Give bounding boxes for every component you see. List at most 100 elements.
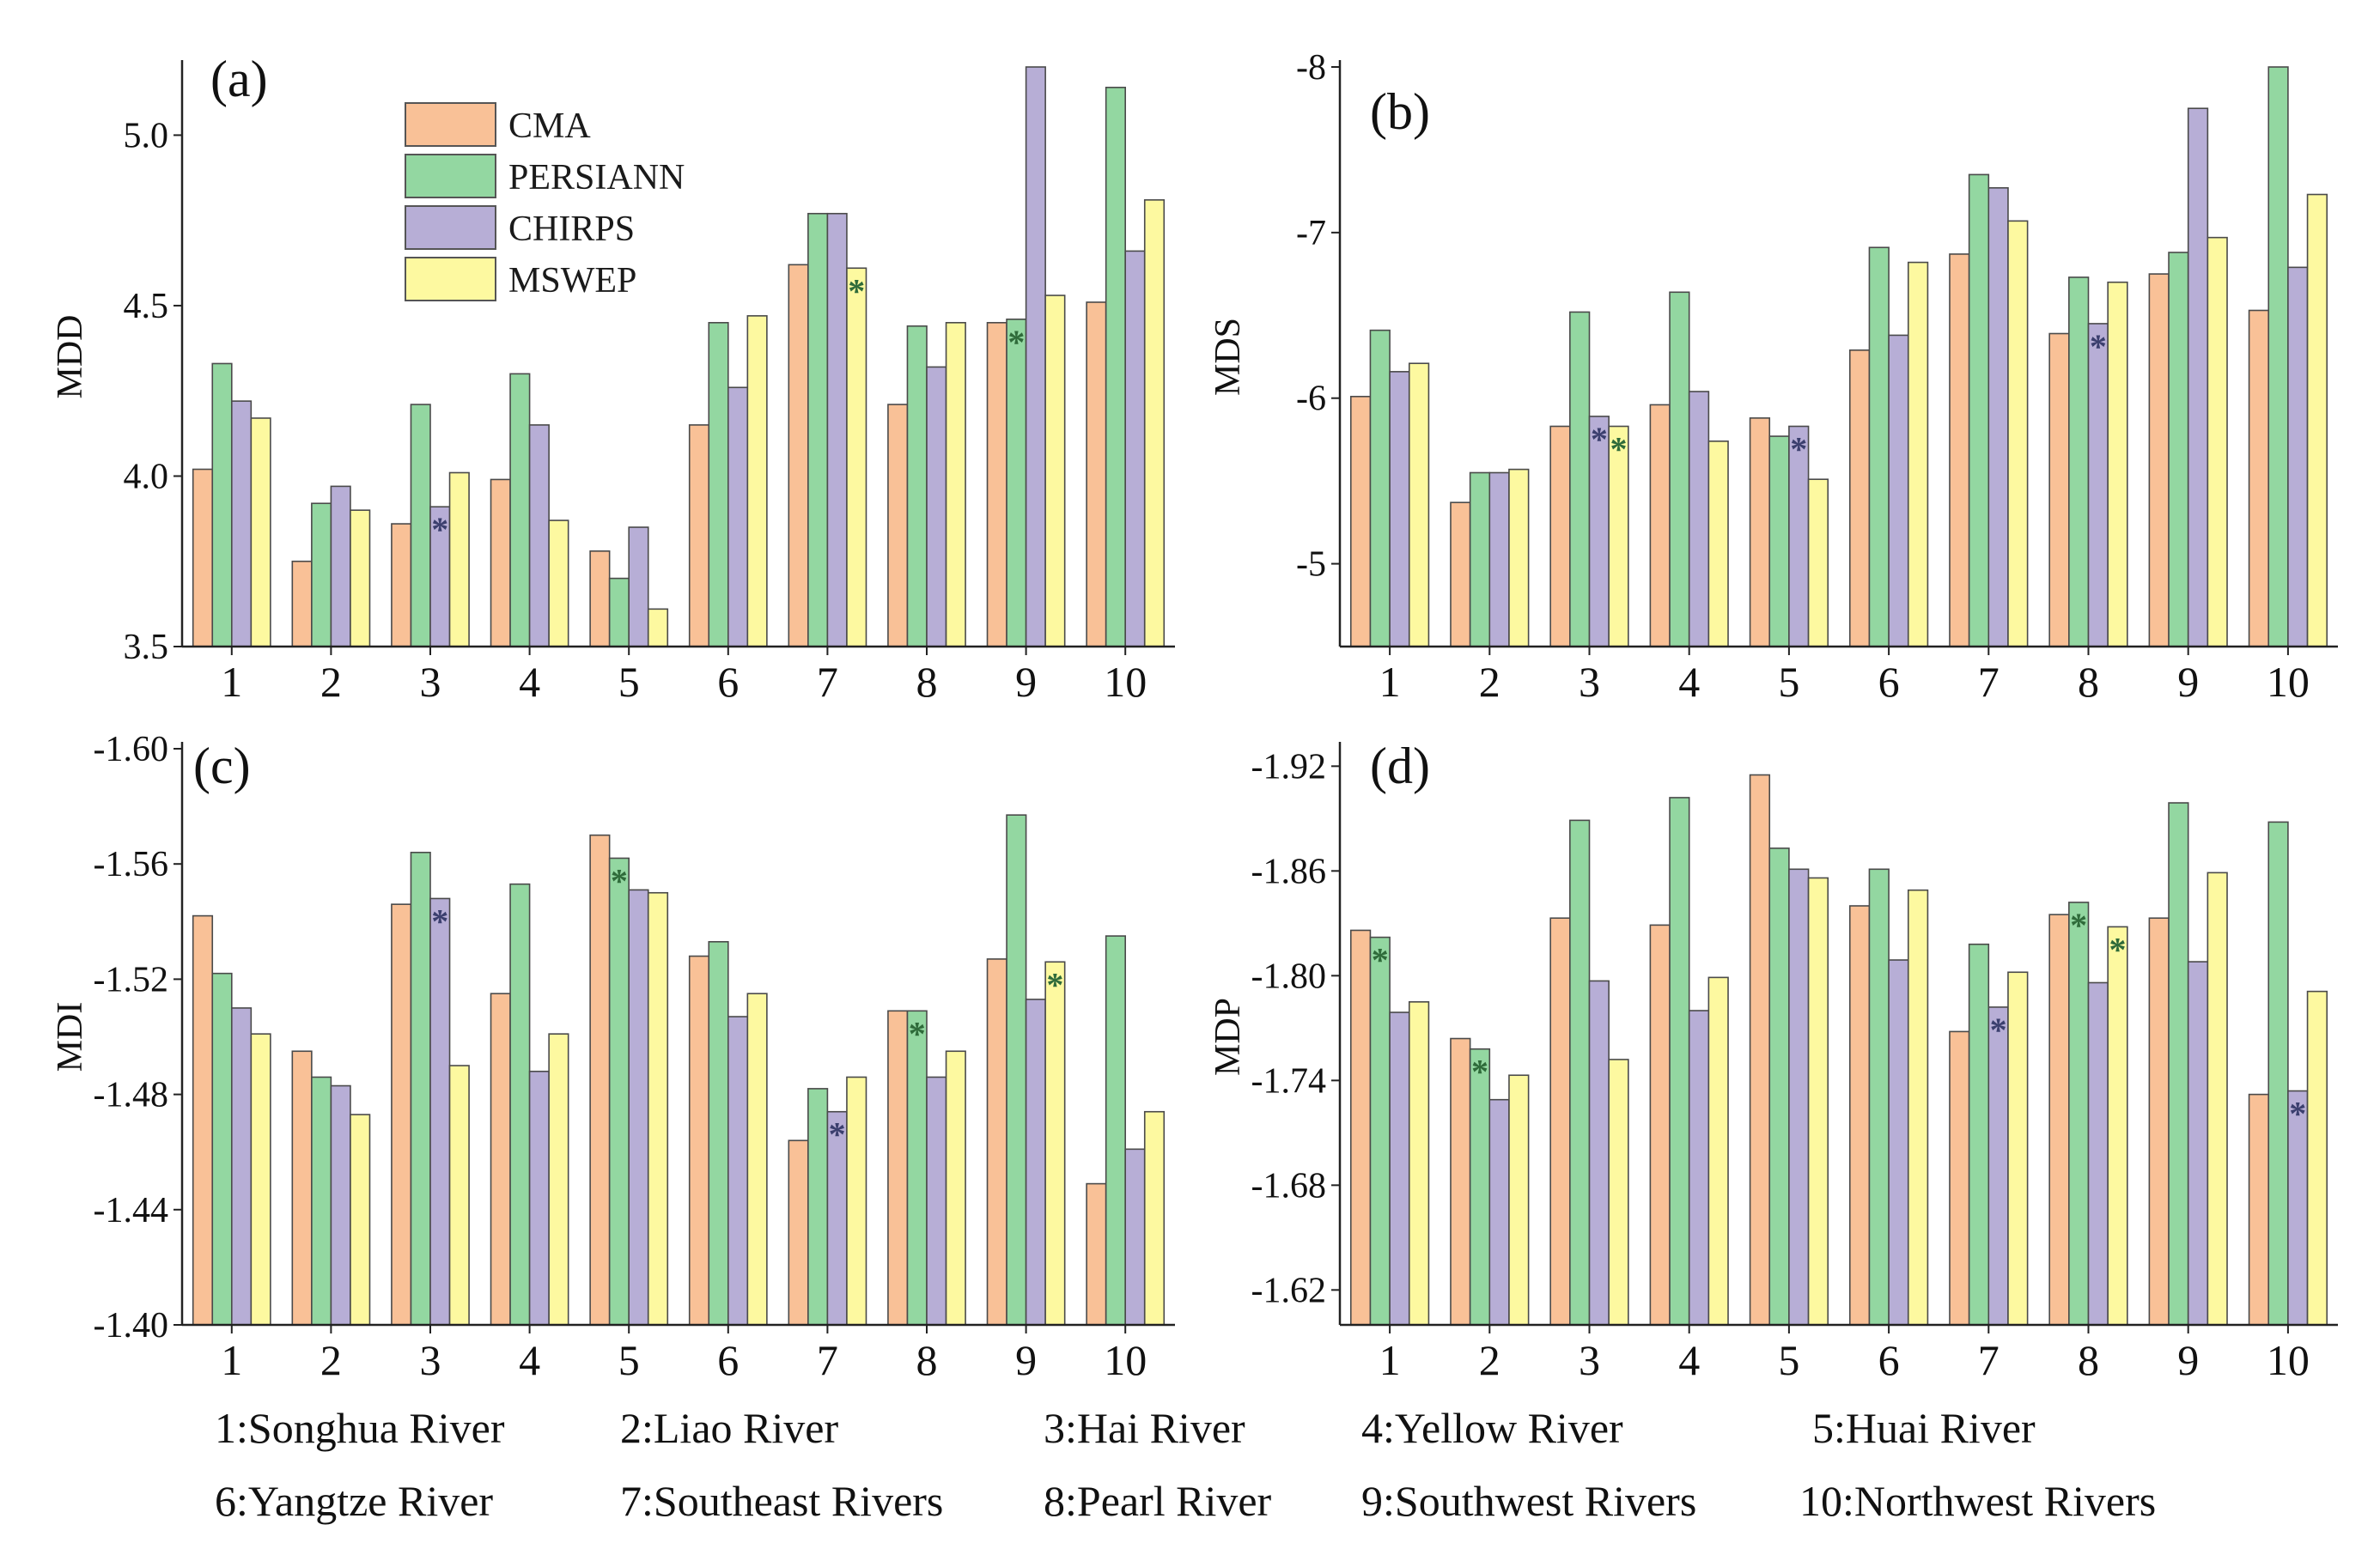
legend-label-persiann: PERSIANN xyxy=(508,158,685,197)
bar-persiann-cat-1 xyxy=(211,362,233,647)
bar-mswep-cat-1 xyxy=(250,417,271,647)
bar-persiann-cat-6 xyxy=(708,940,729,1326)
bar-persiann-cat-9 xyxy=(1006,319,1027,647)
bar-cma-cat-5 xyxy=(1749,774,1771,1326)
bar-mswep-cat-10 xyxy=(1143,1110,1166,1326)
bar-chirps-cat-7 xyxy=(1987,186,2009,647)
y-tick-label: -1.40 xyxy=(94,1306,169,1345)
bar-cma-cat-6 xyxy=(1848,349,1871,647)
x-tick-label: 10 xyxy=(2267,658,2310,706)
bar-persiann-cat-10 xyxy=(1105,87,1127,647)
y-tick-label: -6 xyxy=(1296,380,1326,419)
bar-persiann-cat-8 xyxy=(2068,902,2090,1326)
x-tick-label: 7 xyxy=(1978,658,2000,706)
bar-chirps-cat-5 xyxy=(1788,868,1810,1326)
y-tick-label: -5 xyxy=(1296,545,1326,585)
significance-star: * xyxy=(1471,1053,1488,1091)
x-tick-label: 7 xyxy=(817,1336,838,1384)
x-tick-label: 5 xyxy=(1778,658,1799,706)
bar-cma-cat-4 xyxy=(1649,404,1671,647)
bar-chirps-cat-3 xyxy=(1588,980,1610,1326)
bar-cma-cat-5 xyxy=(1749,417,1771,647)
y-tick-label: -1.68 xyxy=(1251,1166,1327,1206)
bar-cma-cat-1 xyxy=(192,468,214,647)
bar-cma-cat-5 xyxy=(589,550,611,647)
bar-persiann-cat-10 xyxy=(2267,66,2289,647)
y-axis-title: MDD xyxy=(51,314,90,398)
bar-persiann-cat-4 xyxy=(509,883,531,1326)
x-tick-label: 2 xyxy=(320,1336,342,1384)
x-tick-label: 4 xyxy=(1678,1336,1700,1384)
x-tick-label: 9 xyxy=(1015,658,1037,706)
bar-mswep-cat-6 xyxy=(1907,261,1929,647)
bar-mswep-cat-10 xyxy=(2306,193,2328,647)
x-tick-label: 5 xyxy=(1778,1336,1799,1384)
y-tick-label: -8 xyxy=(1296,48,1326,88)
bar-persiann-cat-1 xyxy=(211,972,233,1326)
y-tick-label: -7 xyxy=(1296,214,1326,253)
bar-cma-cat-8 xyxy=(887,404,909,647)
panel-label: (a) xyxy=(210,51,268,107)
basin-label-1: 1:Songhua River xyxy=(215,1404,505,1452)
panel-label: (b) xyxy=(1370,83,1430,140)
y-tick-label: 5.0 xyxy=(124,116,169,155)
bar-persiann-cat-9 xyxy=(2168,252,2189,647)
bar-cma-cat-3 xyxy=(1549,425,1571,647)
bar-chirps-cat-9 xyxy=(1025,66,1046,647)
significance-star: * xyxy=(1790,430,1807,469)
bar-persiann-cat-3 xyxy=(1569,819,1591,1326)
bar-chirps-cat-5 xyxy=(628,889,649,1326)
bar-cma-cat-7 xyxy=(788,264,809,647)
bar-chirps-cat-8 xyxy=(926,366,947,647)
significance-star: * xyxy=(1610,430,1627,469)
bar-mswep-cat-5 xyxy=(647,891,669,1326)
x-tick-label: 4 xyxy=(519,1336,540,1384)
bar-persiann-cat-9 xyxy=(2168,802,2189,1326)
bar-chirps-cat-8 xyxy=(926,1076,947,1326)
bar-cma-cat-3 xyxy=(391,903,412,1326)
panel-label: (c) xyxy=(193,738,251,794)
y-tick-label: 3.5 xyxy=(124,628,169,667)
significance-star: * xyxy=(1046,965,1063,1004)
bar-persiann-cat-6 xyxy=(708,321,729,647)
bar-cma-cat-1 xyxy=(1349,395,1372,647)
bar-cma-cat-3 xyxy=(1549,917,1571,1326)
bar-mswep-cat-9 xyxy=(2207,872,2228,1326)
bar-cma-cat-2 xyxy=(1450,1037,1471,1326)
bar-mswep-cat-6 xyxy=(746,993,768,1326)
bar-chirps-cat-10 xyxy=(2287,266,2309,647)
significance-star: * xyxy=(848,271,865,310)
y-tick-label: -1.48 xyxy=(94,1076,169,1115)
x-tick-label: 10 xyxy=(1104,1336,1147,1384)
bar-persiann-cat-4 xyxy=(509,373,531,647)
basin-label-5: 5:Huai River xyxy=(1812,1404,2036,1452)
bar-persiann-cat-2 xyxy=(311,502,332,647)
bar-chirps-cat-3 xyxy=(429,897,451,1326)
bar-mswep-cat-9 xyxy=(1044,961,1066,1326)
x-tick-label: 8 xyxy=(916,658,938,706)
y-tick-label: -1.44 xyxy=(94,1191,169,1230)
bar-cma-cat-4 xyxy=(490,993,511,1326)
x-tick-label: 4 xyxy=(519,658,540,706)
basin-label-6: 6:Yangtze River xyxy=(215,1477,493,1525)
bar-mswep-cat-7 xyxy=(846,1076,867,1326)
bar-mswep-cat-3 xyxy=(448,1065,470,1326)
significance-star: * xyxy=(2070,906,2087,945)
y-tick-label: -1.92 xyxy=(1251,747,1327,787)
bar-mswep-cat-6 xyxy=(1907,889,1929,1326)
bar-persiann-cat-5 xyxy=(1768,847,1790,1326)
y-axis-title: MDI xyxy=(51,1002,90,1072)
bar-chirps-cat-1 xyxy=(1389,1011,1410,1326)
bar-chirps-cat-6 xyxy=(1888,334,1909,647)
bar-cma-cat-2 xyxy=(1450,501,1471,647)
x-tick-label: 1 xyxy=(1379,658,1401,706)
x-tick-label: 5 xyxy=(618,1336,640,1384)
bar-cma-cat-7 xyxy=(788,1139,809,1326)
x-tick-label: 1 xyxy=(221,1336,242,1384)
bar-persiann-cat-5 xyxy=(1768,435,1790,647)
bar-chirps-cat-5 xyxy=(628,526,649,647)
bar-persiann-cat-1 xyxy=(1369,329,1391,647)
bar-chirps-cat-1 xyxy=(230,400,253,647)
bar-persiann-cat-7 xyxy=(1968,173,1990,647)
